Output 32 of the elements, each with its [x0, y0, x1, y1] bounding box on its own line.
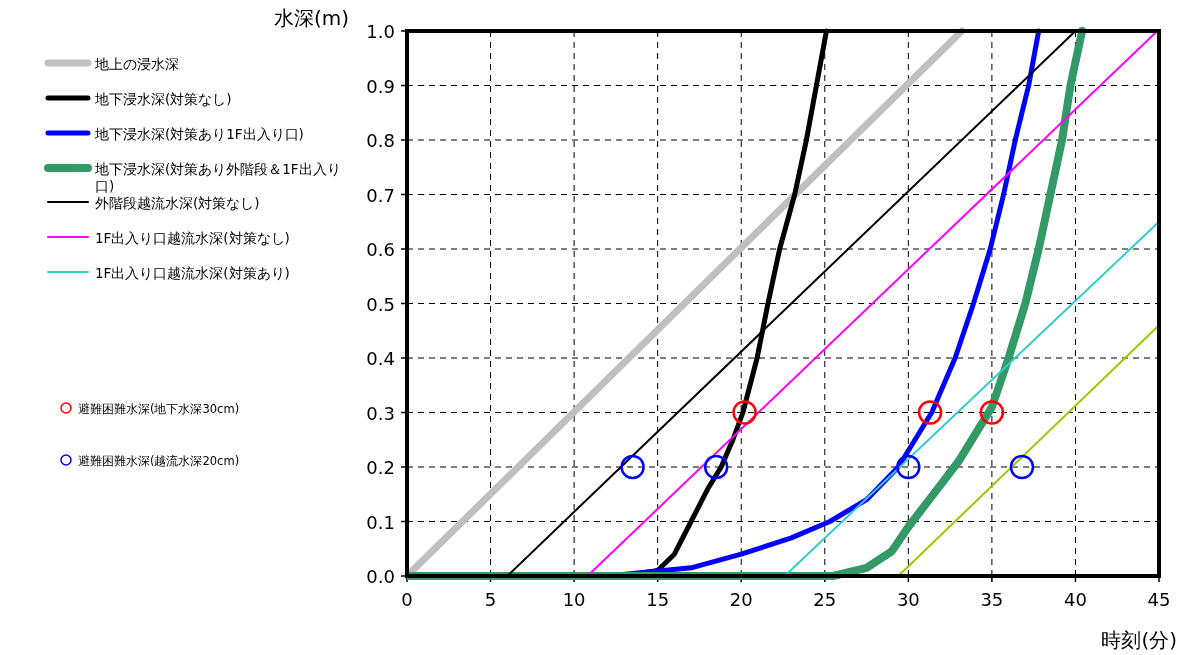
x-tick-label: 35 [980, 589, 1004, 610]
x-tick-label: 40 [1063, 589, 1087, 610]
y-tick-label: 0.7 [366, 184, 395, 206]
x-tick-label: 45 [1147, 589, 1171, 610]
legend-label: 1F出入り口越流水深(対策あり) [95, 265, 290, 281]
legend-label: 避難困難水深(越流水深20cm) [78, 454, 240, 468]
legend-label: 地下浸水深(対策なし) [94, 91, 232, 107]
y-tick-label: 0.2 [366, 457, 395, 478]
y-tick-label: 0.0 [366, 566, 395, 587]
legend-label: 地上の浸水深 [94, 56, 179, 72]
y-tick-label: 0.3 [366, 402, 395, 424]
y-tick-label: 0.4 [366, 348, 395, 369]
x-tick-label: 30 [896, 589, 920, 610]
x-tick-label: 10 [562, 589, 586, 610]
legend-label: 地下浸水深(対策あり1F出入り口) [94, 126, 304, 142]
legend-label: 地下浸水深(対策あり外階段＆1F出入り口) [94, 161, 341, 194]
y-axis-title: 水深(m) [273, 6, 349, 30]
y-tick-label: 0.6 [366, 239, 395, 260]
x-axis-title: 時刻(分) [1101, 628, 1177, 652]
y-tick-label: 0.8 [366, 130, 395, 151]
legend-label: 外階段越流水深(対策なし) [95, 195, 260, 211]
x-tick-label: 5 [484, 589, 497, 610]
y-tick-label: 0.5 [366, 293, 395, 315]
x-tick-label: 25 [813, 589, 837, 610]
legend-label: 1F出入り口越流水深(対策なし) [95, 230, 290, 246]
x-tick-label: 20 [729, 589, 753, 610]
y-tick-label: 1.0 [366, 21, 395, 42]
x-tick-label: 0 [401, 589, 413, 610]
y-tick-label: 0.1 [366, 511, 395, 533]
x-tick-label: 15 [646, 589, 670, 610]
legend-label: 避難困難水深(地下水深30cm) [78, 402, 240, 416]
y-tick-label: 0.9 [366, 75, 395, 97]
